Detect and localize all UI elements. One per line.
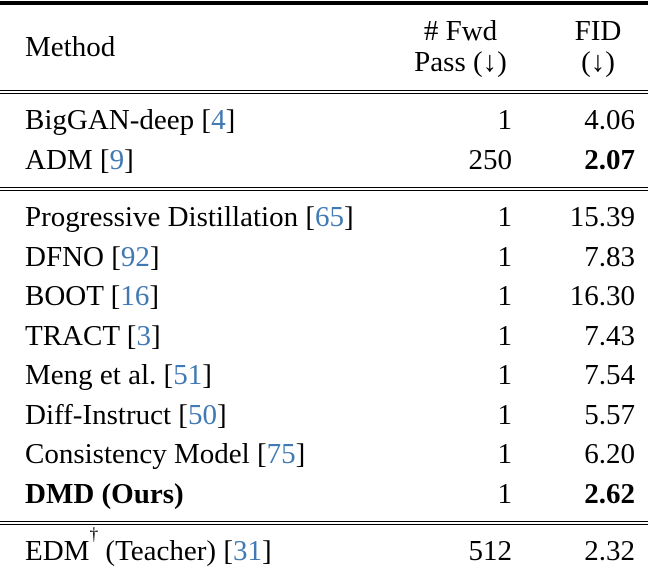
method-label: BigGAN-deep bbox=[25, 104, 195, 136]
method-suffix: (Teacher) bbox=[98, 535, 217, 567]
fwd-pass-cell: 1 bbox=[497, 359, 513, 391]
citation-link[interactable]: 31 bbox=[232, 535, 262, 567]
fwd-header-line1: # Fwd bbox=[423, 15, 498, 47]
method-cell: BigGAN-deep [4] bbox=[25, 104, 236, 136]
method-label: DMD (Ours) bbox=[25, 477, 184, 510]
table-row: Meng et al. [51] 1 7.54 bbox=[0, 356, 648, 396]
method-label: ADM bbox=[25, 143, 93, 176]
fid-cell: 2.32 bbox=[584, 535, 635, 567]
citation-link[interactable]: 92 bbox=[120, 240, 150, 273]
method-cell: EDM† (Teacher) [31] bbox=[25, 523, 272, 567]
method-cell: Diff-Instruct [50] bbox=[25, 398, 227, 431]
method-label: Meng et al. bbox=[25, 359, 157, 391]
method-label: Diff-Instruct bbox=[25, 398, 172, 431]
table-row: Diff-Instruct [50] 1 5.57 bbox=[0, 396, 648, 436]
section-distillation-methods: Progressive Distillation [65] 1 15.39 DFNO … bbox=[0, 189, 648, 523]
method-label: Progressive Distillation bbox=[25, 201, 299, 233]
method-label: BOOT bbox=[25, 280, 104, 312]
fid-cell: 7.54 bbox=[584, 359, 635, 391]
fwd-pass-cell: 1 bbox=[497, 280, 513, 312]
method-cell: BOOT [16] bbox=[25, 280, 160, 312]
fid-cell: 5.57 bbox=[584, 398, 635, 431]
citation-link[interactable]: 65 bbox=[315, 201, 344, 233]
fid-cell: 16.30 bbox=[569, 280, 635, 312]
fid-cell: 15.39 bbox=[569, 201, 635, 233]
fid-cell: 4.06 bbox=[584, 104, 635, 136]
fid-cell: 2.07 bbox=[584, 143, 635, 176]
section-baselines: BigGAN-deep [4] 1 4.06 ADM [9] 250 2.07 bbox=[0, 92, 648, 189]
fid-cell: 7.43 bbox=[584, 319, 635, 352]
method-header-label: Method bbox=[25, 30, 116, 63]
fwd-pass-cell: 1 bbox=[497, 398, 513, 431]
table-row: ADM [9] 250 2.07 bbox=[0, 141, 648, 190]
citation-link[interactable]: 4 bbox=[211, 104, 226, 136]
table-row: BigGAN-deep [4] 1 4.06 bbox=[0, 92, 648, 141]
section-teacher: EDM† (Teacher) [31] 512 2.32 bbox=[0, 523, 648, 571]
fwd-pass-cell: 1 bbox=[497, 477, 513, 510]
citation-link[interactable]: 75 bbox=[266, 438, 296, 470]
method-cell: DMD (Ours) bbox=[0, 475, 408, 524]
fwd-pass-cell: 1 bbox=[497, 240, 513, 273]
table-row: DFNO [92] 1 7.83 bbox=[0, 238, 648, 278]
fwd-pass-cell: 512 bbox=[468, 535, 513, 567]
fwd-pass-cell: 250 bbox=[468, 143, 513, 176]
method-cell: DFNO [92] bbox=[25, 240, 160, 273]
fwd-header-line2: Pass (↓) bbox=[414, 46, 507, 78]
header-row: Method # Fwd Pass (↓) FID (↓) bbox=[0, 3, 648, 92]
citation-link[interactable]: 3 bbox=[136, 319, 151, 352]
fid-cell: 7.83 bbox=[584, 240, 635, 273]
fwd-pass-cell: 1 bbox=[497, 201, 513, 233]
fid-cell: 6.20 bbox=[584, 438, 635, 470]
dagger-superscript: † bbox=[89, 523, 99, 544]
fid-cell: 2.62 bbox=[584, 477, 635, 510]
column-header-fid: FID (↓) bbox=[560, 3, 648, 92]
table-row: Consistency Model [75] 1 6.20 bbox=[0, 435, 648, 475]
fid-header-line1: FID bbox=[574, 15, 622, 47]
method-cell: TRACT [3] bbox=[25, 319, 161, 352]
fwd-pass-cell: 1 bbox=[497, 438, 513, 470]
table-row: TRACT [3] 1 7.43 bbox=[0, 317, 648, 357]
fid-header-line2: (↓) bbox=[581, 46, 615, 78]
method-cell: Progressive Distillation [65] bbox=[25, 201, 354, 233]
citation-link[interactable]: 51 bbox=[173, 359, 203, 391]
method-label: EDM bbox=[25, 535, 90, 567]
table-header: Method # Fwd Pass (↓) FID (↓) bbox=[0, 3, 648, 92]
method-cell: Meng et al. [51] bbox=[25, 359, 212, 391]
citation-link[interactable]: 50 bbox=[187, 398, 217, 431]
table-row: EDM† (Teacher) [31] 512 2.32 bbox=[0, 523, 648, 571]
citation-link[interactable]: 16 bbox=[120, 280, 150, 312]
method-label: Consistency Model bbox=[25, 438, 250, 470]
citation-link[interactable]: 9 bbox=[109, 143, 125, 176]
method-label: DFNO bbox=[25, 240, 104, 273]
fwd-pass-cell: 1 bbox=[497, 319, 513, 352]
column-header-method: Method bbox=[0, 3, 408, 92]
method-label: TRACT bbox=[25, 319, 120, 352]
method-cell: Consistency Model [75] bbox=[25, 438, 306, 470]
table-row: Progressive Distillation [65] 1 15.39 bbox=[0, 189, 648, 238]
table-row: BOOT [16] 1 16.30 bbox=[0, 277, 648, 317]
column-header-fwd-pass: # Fwd Pass (↓) bbox=[408, 3, 560, 92]
table-row: DMD (Ours) 1 2.62 bbox=[0, 475, 648, 524]
fwd-pass-cell: 1 bbox=[497, 104, 513, 136]
method-cell: ADM [9] bbox=[25, 143, 134, 176]
